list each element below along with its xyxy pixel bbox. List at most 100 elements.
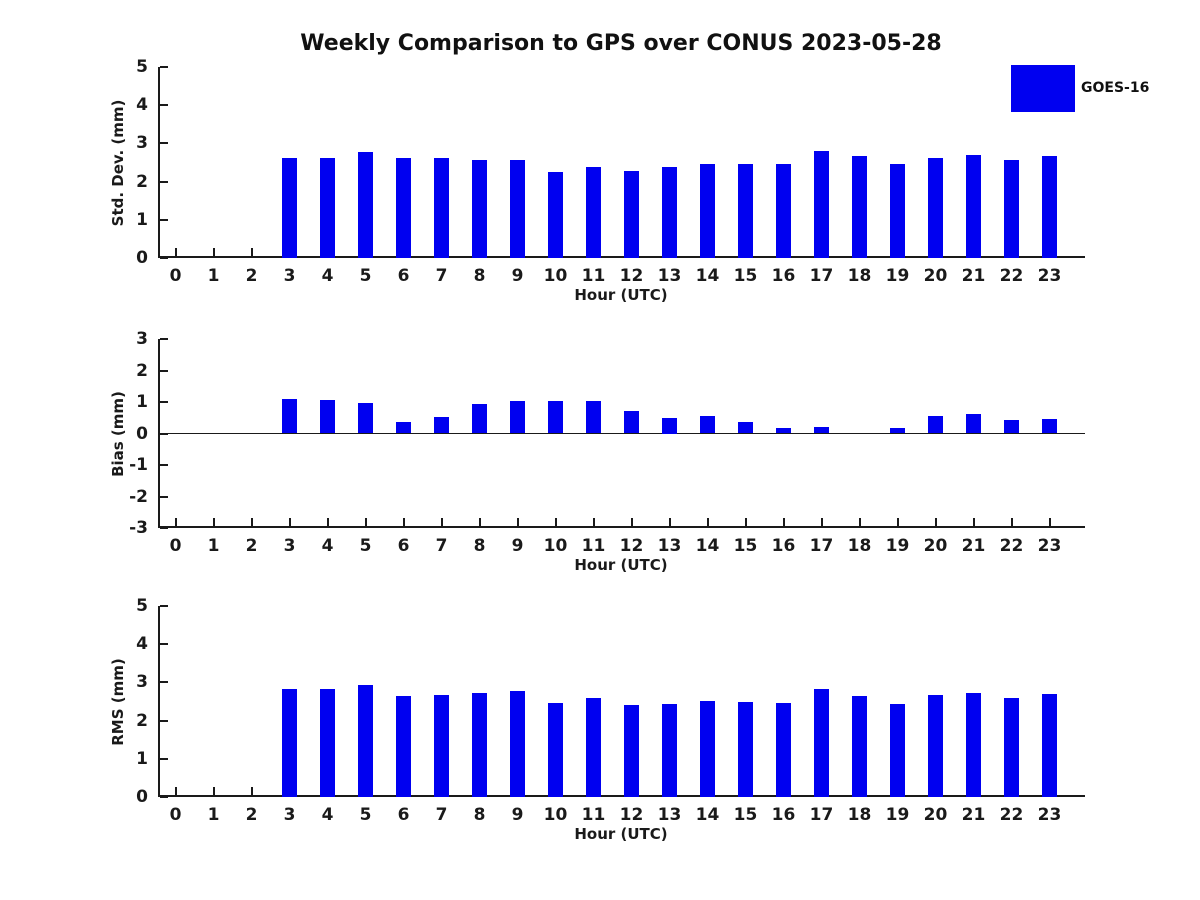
x-tick-label: 21: [961, 536, 986, 556]
subplot-std-dev-plot-area: 0 1 2 3 4 5 0 1 2 3 4 5 6 7 8 9 10 11 12 13 14 15 16 17 18 19 20 21…: [136, 57, 1085, 286]
x-tick: [934, 518, 937, 526]
bar-hour-20: [928, 695, 943, 797]
y-tick: [160, 401, 168, 403]
y-tick-label: 3: [136, 329, 148, 349]
x-tick-label: 8: [473, 805, 486, 825]
x-tick: [516, 518, 519, 526]
bar-hour-6: [396, 695, 411, 797]
bar-hour-15: [738, 702, 753, 797]
y-tick-label: 1: [136, 209, 148, 230]
bar-hour-5: [358, 152, 373, 258]
y-tick: [160, 66, 168, 68]
bar-hour-13: [662, 703, 677, 797]
x-tick-label: 22: [999, 805, 1024, 825]
bar-hour-8: [472, 160, 487, 258]
std-dev-x-axis-label: Hour (UTC): [574, 286, 668, 304]
y-tick: [160, 338, 168, 340]
y-tick-label: -3: [129, 518, 148, 538]
bar-hour-18: [852, 156, 867, 258]
y-tick: [160, 495, 168, 498]
x-tick-label: 18: [847, 266, 872, 286]
bias-x-axis-label: Hour (UTC): [574, 556, 668, 574]
x-tick-label: 14: [695, 805, 720, 825]
x-tick-label: 13: [657, 805, 682, 825]
x-tick-label: 13: [657, 266, 682, 286]
x-tick: [668, 518, 671, 526]
bar-hour-10: [548, 401, 563, 434]
legend-swatch-goes16: [1011, 65, 1075, 112]
x-tick: [174, 518, 177, 526]
bar-hour-17: [814, 150, 829, 258]
y-tick: [160, 257, 168, 259]
y-tick-label: -2: [129, 486, 148, 507]
bar-hour-8: [472, 693, 487, 797]
y-tick-label: 0: [136, 248, 148, 268]
bar-hour-5: [358, 685, 373, 797]
x-tick-label: 15: [733, 805, 758, 825]
x-tick-label: 12: [619, 805, 644, 825]
bar-hour-4: [320, 158, 335, 258]
x-tick-label: 17: [809, 536, 834, 556]
x-axis-spine: [158, 526, 1085, 528]
bar-hour-23: [1042, 419, 1057, 434]
bar-hour-16: [776, 703, 791, 797]
x-tick-label: 14: [695, 266, 720, 286]
x-tick-label: 1: [207, 266, 220, 286]
bar-hour-10: [548, 702, 563, 797]
x-tick: [364, 518, 367, 526]
x-tick-label: 0: [169, 536, 182, 556]
bar-hour-9: [510, 691, 525, 797]
x-tick-label: 10: [543, 536, 568, 556]
x-tick: [174, 787, 177, 795]
bar-hour-11: [586, 401, 601, 434]
x-tick-label: 7: [435, 266, 448, 286]
x-tick-label: 7: [435, 805, 448, 825]
x-tick-label: 11: [581, 536, 606, 556]
y-tick: [160, 142, 168, 145]
x-tick-label: 18: [847, 536, 872, 556]
bar-hour-23: [1042, 156, 1057, 258]
subplot-rms-plot-area: 0 1 2 3 4 5 0 1 2 3 4 5 6 7 8 9 10 11 12 13 14 15 16 17 18 19 20 21…: [136, 596, 1085, 825]
rms-x-axis-label: Hour (UTC): [574, 825, 668, 843]
bar-hour-17: [814, 688, 829, 797]
y-tick-label: 0: [136, 787, 148, 807]
x-tick: [1048, 518, 1051, 526]
bar-hour-20: [928, 157, 943, 258]
bar-hour-15: [738, 164, 753, 258]
x-tick-label: 20: [923, 266, 948, 286]
x-tick-label: 9: [511, 266, 524, 286]
x-tick-label: 20: [923, 536, 948, 556]
x-tick-label: 11: [581, 266, 606, 286]
bar-hour-3: [282, 158, 297, 258]
bar-hour-16: [776, 427, 791, 434]
x-tick: [326, 518, 329, 526]
bar-hour-19: [890, 427, 905, 434]
y-tick: [160, 464, 168, 466]
y-axis-spine: [158, 67, 160, 258]
y-tick: [160, 796, 168, 798]
x-tick: [440, 518, 443, 526]
bar-hour-3: [282, 688, 297, 797]
bar-hour-21: [966, 693, 981, 797]
x-tick: [554, 518, 557, 526]
x-tick-label: 19: [885, 536, 910, 556]
y-tick-label: 1: [136, 748, 148, 769]
x-tick-label: 2: [245, 266, 258, 286]
bar-hour-23: [1042, 693, 1057, 797]
x-tick-label: 7: [435, 536, 448, 556]
x-tick: [858, 518, 861, 526]
x-tick-label: 11: [581, 805, 606, 825]
bar-hour-11: [586, 167, 601, 258]
x-tick-label: 22: [999, 536, 1024, 556]
chart-title: Weekly Comparison to GPS over CONUS 2023…: [300, 31, 942, 56]
x-tick-label: 6: [397, 805, 410, 825]
x-tick-label: 19: [885, 805, 910, 825]
y-tick-label: 3: [136, 133, 148, 154]
bar-hour-11: [586, 697, 601, 797]
x-tick: [744, 518, 747, 526]
bar-hour-12: [624, 704, 639, 797]
y-tick-label: 5: [136, 57, 148, 77]
x-tick: [212, 787, 215, 795]
x-tick-label: 3: [283, 536, 296, 556]
